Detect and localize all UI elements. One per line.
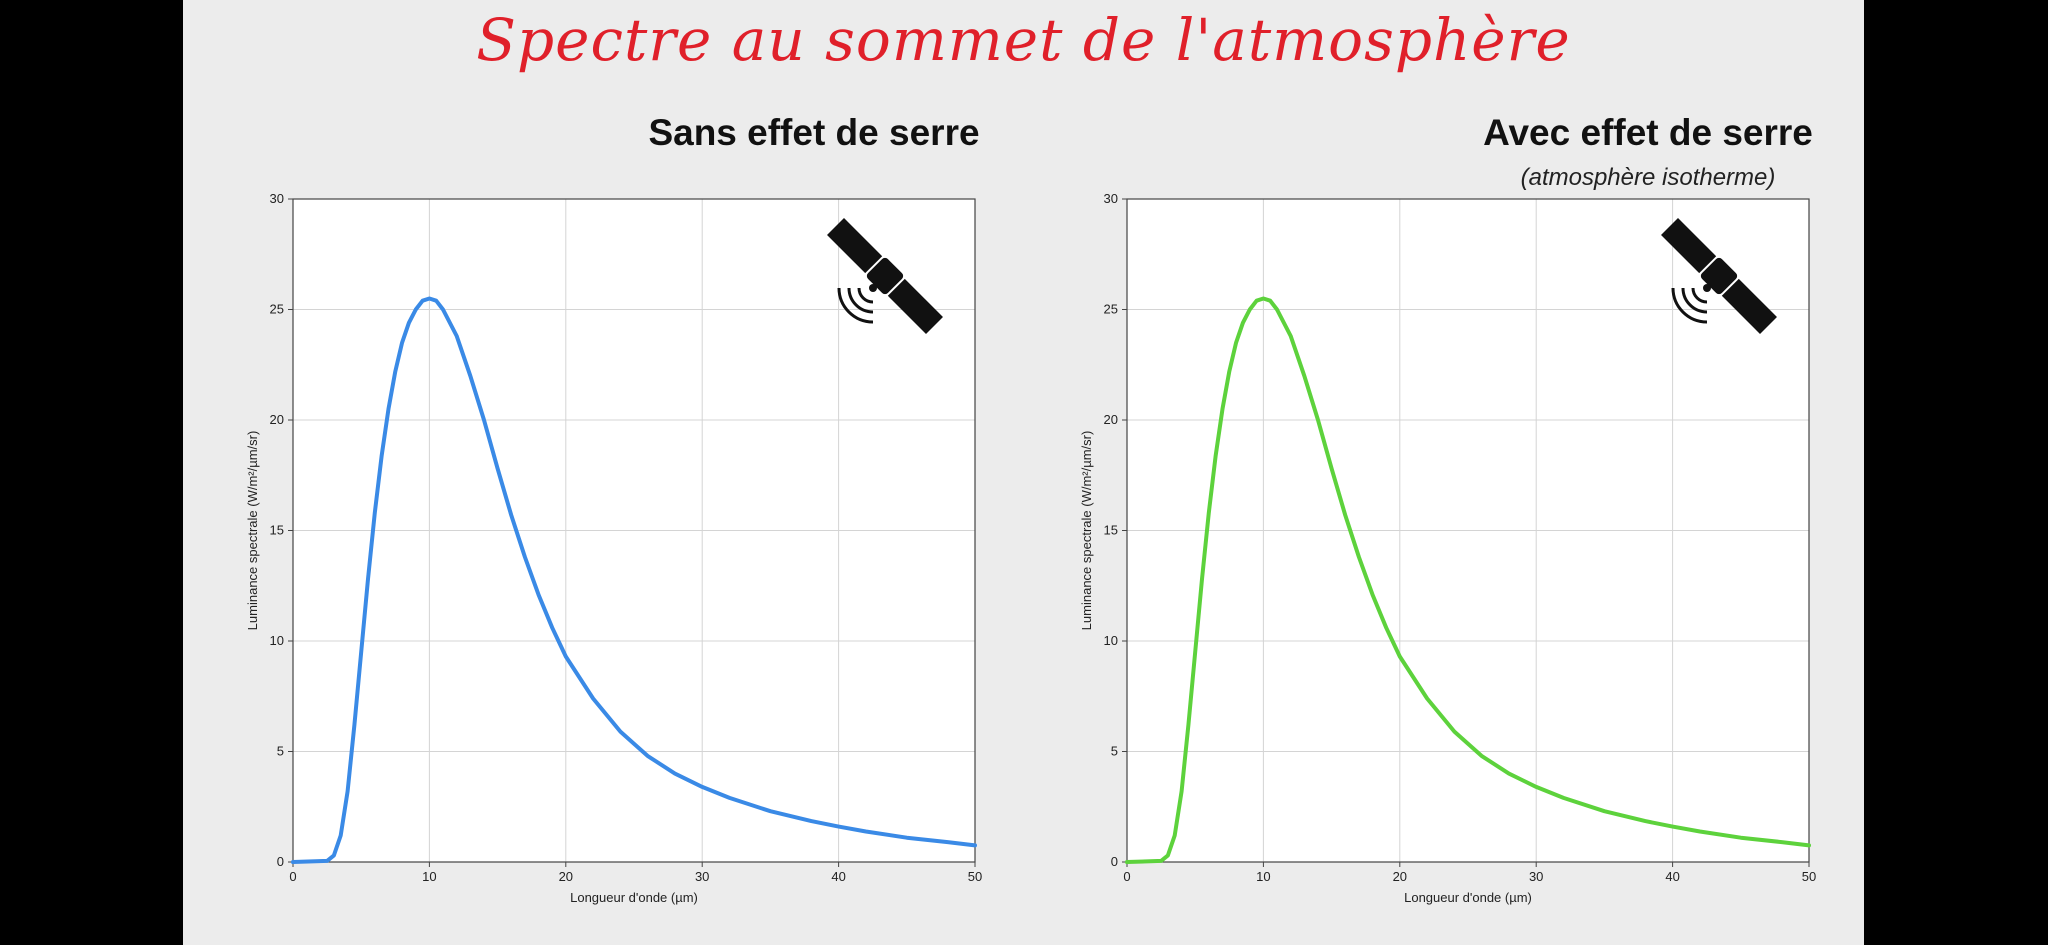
series-line: [1125, 296, 1811, 864]
panel-subtitle-right: (atmosphère isotherme): [1520, 164, 1776, 191]
satellite-body: [1700, 257, 1738, 295]
satellite-icon: [1661, 218, 1777, 334]
signal-wave: [837, 287, 874, 324]
y-tick-label: 25: [1104, 302, 1118, 317]
y-axis-label: Luminance spectrale (W/m²/µm/sr): [245, 431, 260, 631]
y-tick-label: 5: [277, 744, 284, 759]
y-tick-label: 30: [1104, 191, 1118, 206]
solar-panel-upper: [1661, 218, 1717, 274]
chart-right: 0 10 20 30 40 50 0 5 10 15 20 25 30 Longueur d'onde (…: [1079, 191, 1816, 905]
x-tick-label: 50: [968, 869, 982, 884]
y-tick-label: 0: [1111, 854, 1118, 869]
x-axis-label: Longueur d'onde (µm): [1404, 890, 1532, 905]
chart-left: 0 10 20 30 40 50 0 5 10 15 20 25 30 Longueur d'onde (…: [245, 191, 982, 905]
x-tick-label: 30: [1529, 869, 1543, 884]
x-tick-label: 40: [831, 869, 845, 884]
antenna-dish: [1703, 284, 1711, 292]
x-tick-label: 50: [1802, 869, 1816, 884]
y-tick-label: 20: [270, 412, 284, 427]
y-tick-label: 10: [1104, 633, 1118, 648]
solar-panel-lower: [1721, 278, 1777, 334]
satellite-body: [866, 257, 904, 295]
x-tick-label: 30: [695, 869, 709, 884]
x-tick-label: 10: [1256, 869, 1270, 884]
series-line: [291, 296, 977, 864]
y-axis-label: Luminance spectrale (W/m²/µm/sr): [1079, 431, 1094, 631]
signal-wave: [1681, 287, 1708, 314]
x-tick-label: 10: [422, 869, 436, 884]
antenna-dish: [869, 284, 877, 292]
signal-wave: [847, 287, 874, 314]
y-tick-label: 30: [270, 191, 284, 206]
signal-wave: [1671, 287, 1708, 324]
solar-panel-lower: [887, 278, 943, 334]
x-tick-label: 0: [1123, 869, 1130, 884]
x-tick-label: 20: [1393, 869, 1407, 884]
signal-wave: [857, 287, 874, 304]
x-axis-label: Longueur d'onde (µm): [570, 890, 698, 905]
panel-title-right: Avec effet de serre: [1483, 112, 1813, 153]
x-tick-label: 20: [559, 869, 573, 884]
y-tick-label: 25: [270, 302, 284, 317]
y-tick-label: 15: [1104, 523, 1118, 538]
y-tick-label: 20: [1104, 412, 1118, 427]
x-tick-label: 40: [1665, 869, 1679, 884]
slide-title: Spectre au sommet de l'atmosphère: [476, 6, 1571, 74]
y-tick-label: 5: [1111, 744, 1118, 759]
y-tick-label: 0: [277, 854, 284, 869]
y-tick-label: 15: [270, 523, 284, 538]
panel-title-left: Sans effet de serre: [648, 112, 980, 153]
y-tick-label: 10: [270, 633, 284, 648]
signal-wave: [1691, 287, 1708, 304]
x-tick-label: 0: [289, 869, 296, 884]
solar-panel-upper: [827, 218, 883, 274]
satellite-icon: [827, 218, 943, 334]
